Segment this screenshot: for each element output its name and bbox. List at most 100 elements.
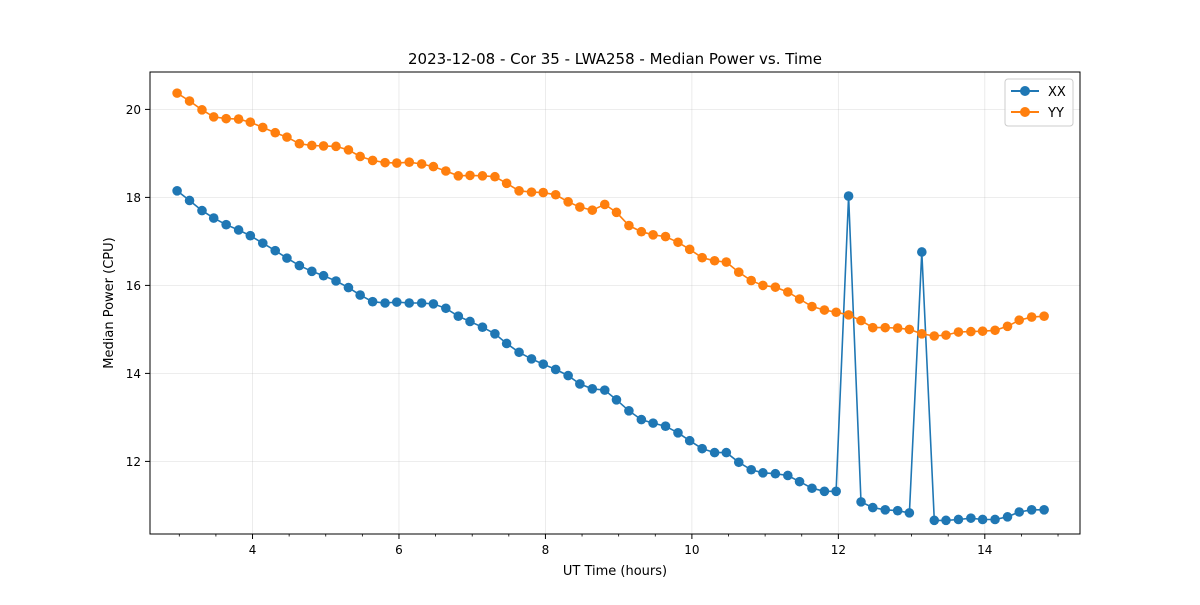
data-point-yy: [282, 132, 292, 142]
data-point-yy: [660, 231, 671, 242]
data-point-xx: [208, 213, 219, 223]
data-point-xx: [587, 384, 598, 394]
data-point-xx: [404, 298, 415, 308]
data-point-yy: [697, 252, 707, 263]
y-axis-label: Median Power (CPU): [102, 237, 117, 368]
data-point-yy: [441, 166, 451, 176]
data-point-xx: [184, 195, 195, 206]
data-point-yy: [477, 171, 488, 181]
data-point-xx: [233, 225, 244, 235]
data-point-xx: [1039, 505, 1049, 515]
data-point-yy: [245, 117, 256, 127]
data-point-xx: [953, 514, 964, 525]
data-point-yy: [856, 315, 866, 326]
data-point-yy: [1039, 311, 1049, 322]
data-point-yy: [587, 205, 598, 215]
data-point-xx: [331, 276, 341, 286]
data-point-xx: [245, 230, 256, 241]
data-point-xx: [856, 497, 866, 507]
data-point-xx: [770, 468, 781, 479]
data-point-yy: [208, 112, 219, 122]
data-point-yy: [990, 325, 1000, 336]
data-point-xx: [380, 298, 390, 308]
legend-marker-yy: [1020, 107, 1030, 117]
data-point-yy: [453, 171, 464, 181]
data-point-xx: [697, 443, 707, 454]
data-point-yy: [929, 331, 940, 341]
data-point-yy: [490, 171, 500, 182]
data-point-xx: [391, 297, 402, 307]
y-tick-label: 12: [126, 455, 141, 469]
data-point-yy: [807, 301, 817, 312]
data-point-yy: [550, 189, 561, 200]
data-point-yy: [783, 287, 793, 297]
data-point-xx: [684, 435, 695, 446]
data-point-yy: [501, 178, 512, 189]
x-axis-label: UT Time (hours): [563, 564, 667, 579]
data-point-xx: [867, 502, 878, 513]
data-point-yy: [819, 305, 830, 315]
data-point-yy: [331, 141, 341, 152]
data-point-xx: [501, 338, 512, 349]
data-point-yy: [843, 310, 854, 320]
data-point-yy: [1026, 312, 1037, 322]
data-point-xx: [831, 486, 841, 497]
data-point-yy: [794, 294, 805, 304]
data-point-yy: [709, 255, 720, 266]
series-layer: [172, 88, 1049, 526]
data-point-yy: [343, 145, 354, 155]
data-point-yy: [538, 187, 549, 198]
y-tick-label: 16: [126, 279, 141, 293]
data-point-yy: [867, 322, 878, 333]
data-point-yy: [648, 230, 658, 240]
data-point-xx: [550, 364, 561, 375]
data-point-xx: [282, 253, 292, 263]
y-tick-label: 14: [126, 367, 141, 381]
data-point-yy: [233, 114, 244, 124]
data-point-yy: [318, 141, 329, 151]
data-point-xx: [355, 290, 365, 300]
data-point-xx: [270, 245, 281, 256]
data-point-yy: [380, 157, 390, 168]
data-point-yy: [428, 161, 439, 172]
data-point-xx: [673, 428, 683, 438]
y-tick-label: 20: [126, 103, 141, 117]
data-point-xx: [843, 191, 854, 201]
data-point-yy: [526, 187, 537, 197]
data-point-yy: [892, 323, 903, 333]
data-point-xx: [318, 270, 329, 281]
data-point-yy: [599, 199, 610, 210]
data-point-yy: [953, 327, 964, 337]
data-point-xx: [367, 296, 378, 307]
data-point-yy: [294, 138, 305, 149]
y-tick-label: 18: [126, 191, 141, 205]
data-point-yy: [416, 159, 427, 169]
data-point-yy: [1002, 321, 1013, 332]
legend-label-xx: XX: [1048, 85, 1066, 100]
data-point-yy: [1014, 315, 1025, 325]
data-point-yy: [636, 226, 647, 237]
data-point-xx: [794, 476, 805, 487]
data-point-yy: [684, 244, 695, 255]
data-point-yy: [221, 113, 231, 124]
data-point-yy: [624, 220, 634, 231]
data-point-xx: [1014, 507, 1025, 517]
data-point-xx: [819, 486, 830, 497]
data-point-xx: [307, 266, 317, 277]
data-point-xx: [538, 359, 549, 369]
data-point-yy: [514, 186, 524, 196]
data-point-xx: [563, 370, 573, 381]
data-point-xx: [648, 418, 658, 428]
data-point-xx: [783, 470, 793, 481]
data-point-yy: [355, 151, 365, 162]
data-point-xx: [257, 238, 268, 248]
data-point-yy: [721, 257, 732, 267]
x-tick-label: 8: [542, 543, 550, 557]
data-point-xx: [172, 186, 182, 196]
data-point-yy: [270, 127, 281, 138]
data-point-xx: [1026, 505, 1037, 515]
data-point-yy: [941, 330, 951, 340]
data-point-yy: [184, 96, 195, 106]
